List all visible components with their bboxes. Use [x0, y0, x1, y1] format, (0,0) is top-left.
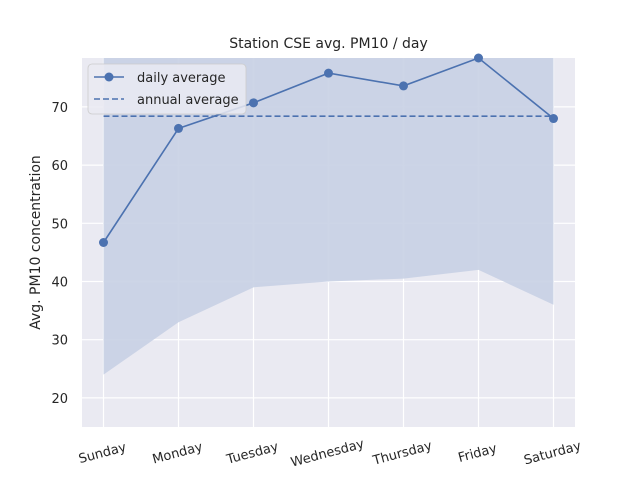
data-point	[99, 238, 108, 247]
data-point	[249, 98, 258, 108]
data-point	[549, 114, 558, 124]
data-point	[474, 53, 483, 63]
y-tick-label: 20	[51, 392, 68, 407]
range-band	[103, 58, 554, 375]
legend-marker	[104, 72, 114, 82]
legend-label: annual average	[137, 93, 239, 108]
y-tick-label: 60	[51, 159, 68, 174]
legend-box	[87, 63, 247, 115]
chart-title: Station CSE avg. PM10 / day	[229, 36, 428, 52]
legend-label: daily average	[137, 71, 226, 86]
data-point	[399, 81, 408, 91]
legend: daily average annual average	[87, 63, 247, 115]
series-layer	[99, 53, 558, 247]
y-tick-label: 50	[51, 217, 68, 232]
data-point	[174, 123, 183, 133]
y-tick-label: 70	[51, 101, 68, 116]
y-axis-label: Avg. PM10 concentration	[28, 155, 44, 330]
y-tick-label: 40	[51, 275, 68, 290]
y-tick-label: 30	[51, 334, 68, 349]
data-point	[324, 68, 333, 78]
band-layer	[103, 58, 554, 375]
